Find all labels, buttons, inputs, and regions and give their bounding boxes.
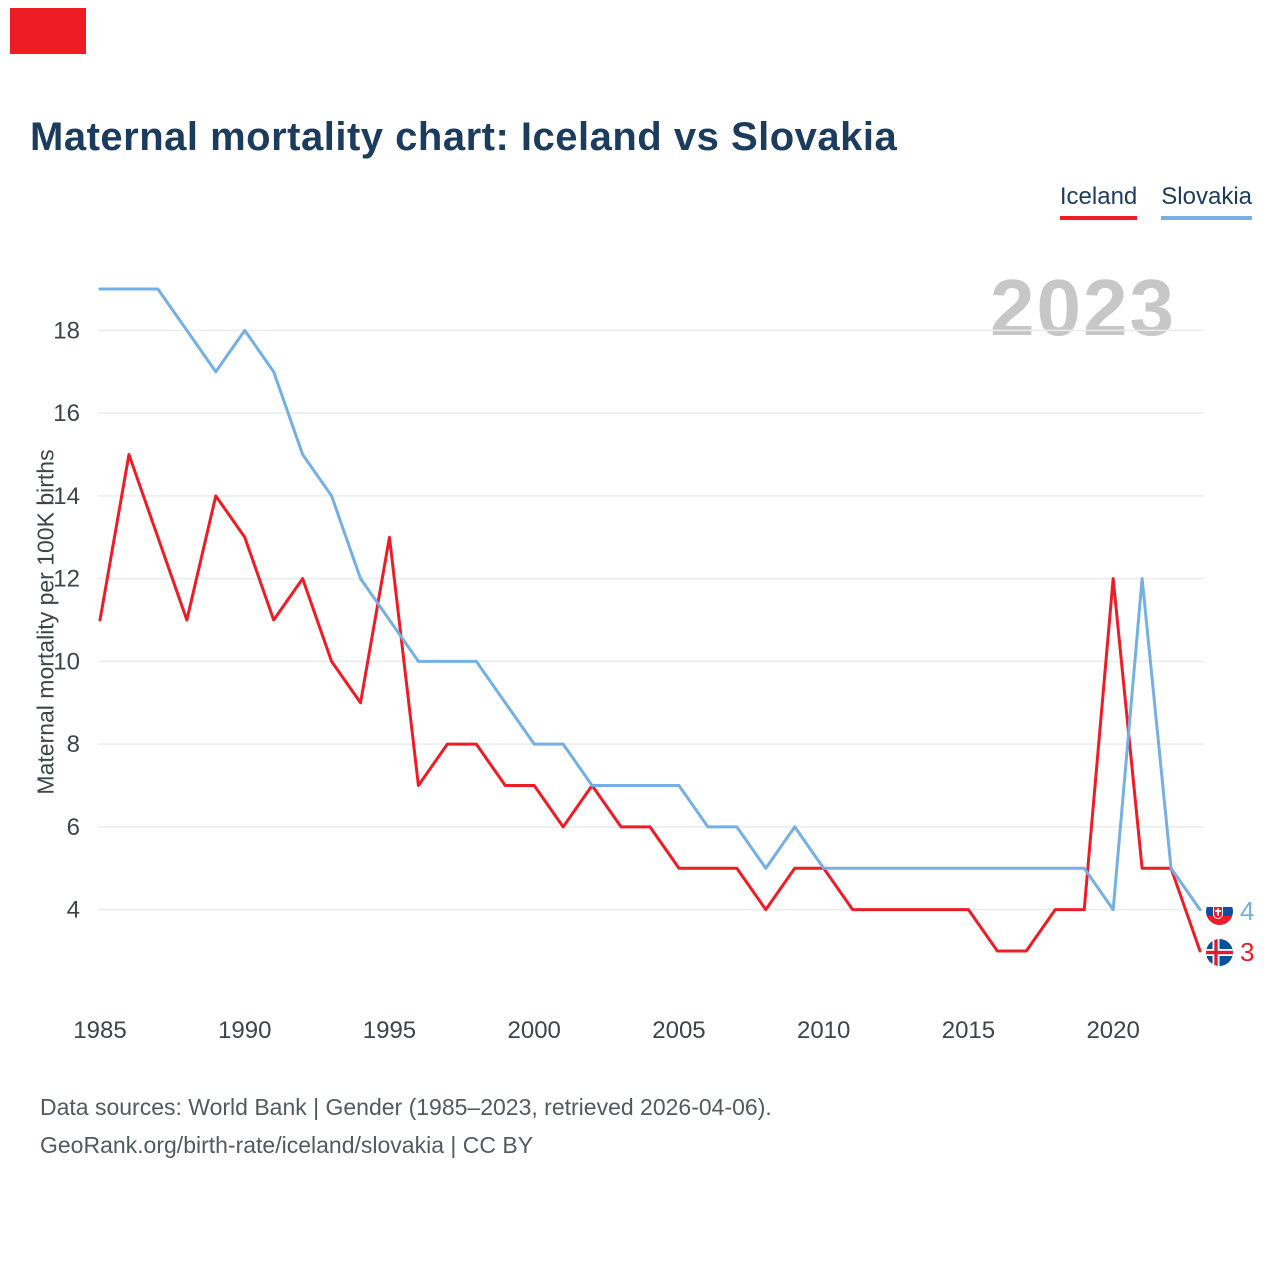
end-value-iceland: 3 [1240,937,1255,967]
x-tick-label: 2005 [652,1017,705,1044]
series-lines [98,287,1202,953]
end-label-iceland: 3 [1206,937,1254,968]
x-axis-ticks: 1985 1990 1995 2000 2005 2010 2015 2020 [73,1017,1140,1044]
x-tick-label: 1990 [218,1017,271,1044]
y-axis-ticks: 4 6 8 10 12 14 16 18 [53,317,80,923]
slovakia-flag-icon [1206,897,1233,925]
page-title: Maternal mortality chart: Iceland vs Slo… [30,115,898,159]
y-tick-label: 6 [67,814,80,841]
x-tick-label: 2000 [508,1017,561,1044]
end-label-slovakia: 4 [1206,896,1254,927]
series-line-slovakia [98,287,1202,912]
end-value-slovakia: 4 [1240,895,1255,926]
footer: Data sources: World Bank | Gender (1985–… [40,1088,772,1164]
chart-legend: Iceland Slovakia [1059,183,1252,220]
series-line-iceland [98,453,1202,953]
legend-item-iceland[interactable]: Iceland [1059,183,1138,220]
x-tick-label: 1985 [73,1017,126,1044]
y-tick-label: 4 [67,897,80,924]
y-tick-label: 16 [53,400,80,427]
red-banner [10,8,86,54]
x-tick-label: 2015 [942,1017,995,1044]
y-tick-label: 12 [53,566,80,593]
footer-sources: Data sources: World Bank | Gender (1985–… [40,1094,772,1120]
x-tick-label: 2020 [1086,1017,1139,1044]
legend-item-slovakia[interactable]: Slovakia [1161,183,1252,220]
y-tick-label: 10 [53,648,80,675]
footer-attribution: GeoRank.org/birth-rate/iceland/slovakia … [40,1132,534,1158]
x-tick-label: 1995 [363,1017,416,1044]
x-tick-label: 2010 [797,1017,850,1044]
y-tick-label: 14 [53,483,80,510]
y-tick-label: 8 [67,731,80,758]
year-watermark: 2023 [990,263,1176,352]
gridlines [98,329,1204,911]
y-tick-label: 18 [53,317,80,344]
iceland-flag-icon [1206,939,1233,966]
